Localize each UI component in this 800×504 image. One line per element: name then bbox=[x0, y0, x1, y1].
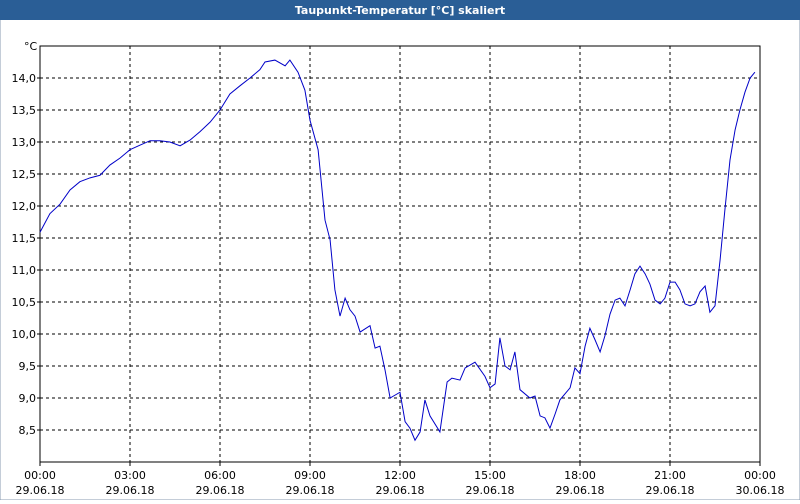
x-tick-label: 15:00 bbox=[474, 469, 506, 482]
y-tick-label: 10,0 bbox=[12, 328, 37, 341]
x-tick-label: 03:00 bbox=[114, 469, 146, 482]
y-unit: °C bbox=[24, 40, 38, 53]
y-tick-label: 8,5 bbox=[19, 424, 37, 437]
x-tick-label: 21:00 bbox=[654, 469, 686, 482]
data-line bbox=[39, 59, 756, 442]
y-tick-label: 13,0 bbox=[12, 136, 37, 149]
y-tick-label: 9,5 bbox=[19, 360, 37, 373]
y-tick-label: 14,0 bbox=[12, 72, 37, 85]
y-tick-label: 9,0 bbox=[19, 392, 37, 405]
x-tick-label: 09:00 bbox=[294, 469, 326, 482]
y-tick-label: 13,5 bbox=[12, 104, 37, 117]
y-tick-label: 12,0 bbox=[12, 200, 37, 213]
y-tick-label: 10,5 bbox=[12, 296, 37, 309]
title-bar bbox=[0, 0, 800, 20]
x-tick-label: 06:00 bbox=[204, 469, 236, 482]
x-tick-date: 29.06.18 bbox=[466, 484, 515, 497]
y-tick-label: 11,0 bbox=[12, 264, 37, 277]
y-tick-label: 11,5 bbox=[12, 232, 37, 245]
x-tick-date: 29.06.18 bbox=[196, 484, 245, 497]
x-tick-date: 29.06.18 bbox=[376, 484, 425, 497]
x-tick-label: 18:00 bbox=[564, 469, 596, 482]
x-tick-date: 29.06.18 bbox=[556, 484, 605, 497]
x-tick-date: 29.06.18 bbox=[646, 484, 695, 497]
x-tick-date: 29.06.18 bbox=[16, 484, 65, 497]
x-tick-label: 12:00 bbox=[384, 469, 416, 482]
y-tick-label: 12,5 bbox=[12, 168, 37, 181]
x-tick-label: 00:00 bbox=[744, 469, 776, 482]
x-tick-date: 29.06.18 bbox=[106, 484, 155, 497]
x-tick-date: 30.06.18 bbox=[736, 484, 785, 497]
x-tick-date: 29.06.18 bbox=[286, 484, 335, 497]
chart-title: Taupunkt-Temperatur [°C] skaliert bbox=[295, 4, 505, 17]
x-tick-label: 00:00 bbox=[24, 469, 56, 482]
